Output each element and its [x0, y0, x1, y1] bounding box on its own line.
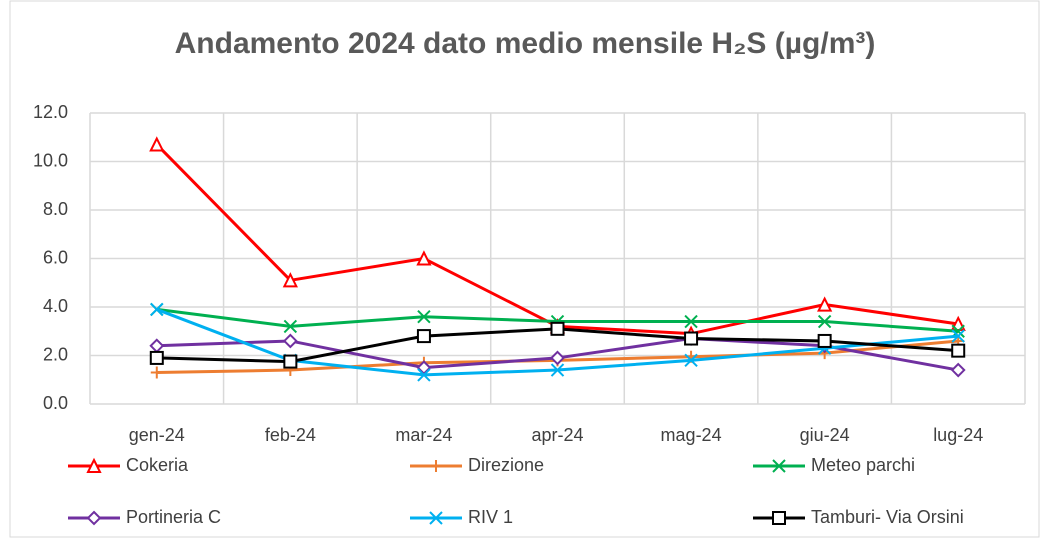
x-tick-label: mar-24	[395, 425, 452, 445]
x-tick-label: feb-24	[265, 425, 316, 445]
legend-label: Portineria C	[126, 507, 221, 527]
x-tick-label: apr-24	[531, 425, 583, 445]
marker	[817, 314, 832, 329]
marker	[550, 363, 565, 377]
legend-marker	[86, 457, 102, 473]
marker	[282, 272, 298, 288]
legend-label: Cokeria	[126, 455, 189, 475]
y-tick-label: 10.0	[33, 150, 68, 170]
x-tick-label: mag-24	[661, 425, 722, 445]
y-tick-label: 8.0	[43, 199, 68, 219]
x-tick-label: giu-24	[800, 425, 850, 445]
y-tick-label: 2.0	[43, 344, 68, 364]
x-tick-label: gen-24	[129, 425, 185, 445]
marker	[684, 314, 698, 329]
marker	[417, 368, 431, 382]
marker	[550, 321, 565, 336]
marker	[149, 350, 164, 365]
marker	[150, 366, 163, 379]
marker	[150, 302, 164, 317]
marker	[550, 350, 565, 366]
y-tick-label: 0.0	[43, 393, 68, 413]
marker	[950, 362, 966, 378]
marker	[817, 296, 833, 312]
marker	[283, 354, 298, 369]
marker	[951, 329, 965, 343]
legend-marker	[429, 511, 443, 525]
legend-marker	[86, 510, 102, 526]
y-tick-label: 6.0	[43, 247, 68, 267]
legend-marker	[430, 460, 442, 472]
marker	[283, 319, 298, 334]
legend-marker	[772, 459, 786, 473]
marker	[684, 331, 699, 346]
legend-marker	[772, 511, 786, 525]
marker	[417, 309, 431, 324]
marker	[416, 329, 431, 344]
marker	[951, 343, 966, 358]
marker	[817, 333, 832, 348]
y-tick-label: 4.0	[43, 296, 68, 316]
marker	[282, 333, 298, 349]
x-tick-label: lug-24	[933, 425, 983, 445]
marker	[149, 136, 165, 152]
marker	[684, 353, 698, 368]
marker	[416, 250, 432, 266]
legend-label: Meteo parchi	[811, 455, 915, 475]
chart-frame	[9, 0, 1040, 538]
legend-label: RIV 1	[468, 507, 513, 527]
legend-label: Tamburi- Via Orsini	[811, 507, 964, 527]
legend-label: Direzione	[468, 455, 544, 475]
chart-title: Andamento 2024 dato medio mensile H₂S (µ…	[175, 27, 876, 60]
y-tick-label: 12.0	[33, 102, 68, 122]
